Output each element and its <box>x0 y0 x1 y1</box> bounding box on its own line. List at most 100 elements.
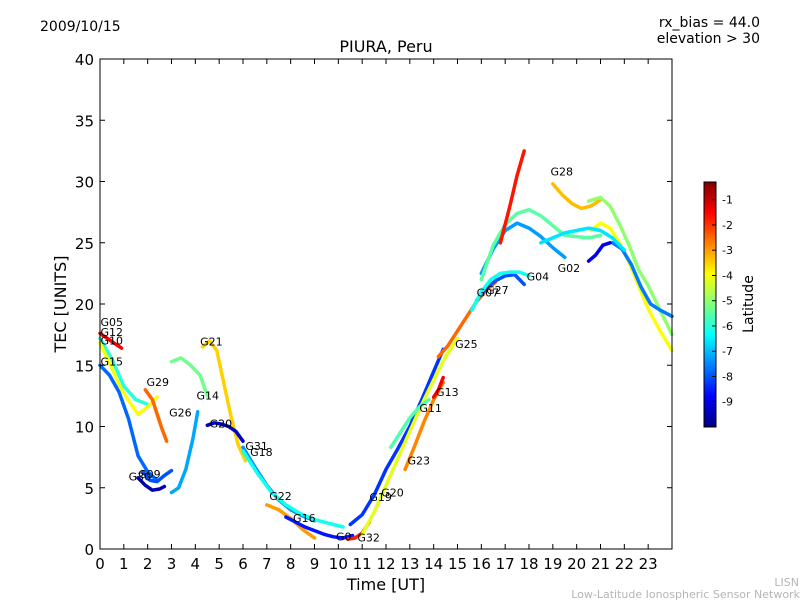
series-trace <box>169 356 210 398</box>
series-g18 <box>241 449 345 529</box>
series-label: G31 <box>245 440 268 453</box>
x-tick-label: 7 <box>262 555 272 573</box>
elevation-label: elevation > 30 <box>657 31 760 47</box>
series-trace <box>169 410 200 495</box>
y-tick-label: 40 <box>75 51 94 69</box>
series-g14 <box>169 356 210 398</box>
series-label: G09 <box>138 468 161 481</box>
series-trace <box>348 347 445 527</box>
colorbar-tick-label: -6 <box>722 320 733 333</box>
colorbar-tick-label: -7 <box>722 345 733 358</box>
series-g19 <box>348 347 445 527</box>
series-label: G20 <box>381 486 404 499</box>
x-tick-label: 9 <box>310 555 320 573</box>
series-label: G21 <box>200 336 223 349</box>
series-g24 <box>586 241 612 263</box>
series-trace <box>360 336 460 537</box>
series-label: G04 <box>527 271 550 284</box>
x-tick-label: 14 <box>424 555 443 573</box>
series-label: G19 <box>369 491 392 504</box>
y-tick-label: 20 <box>75 296 94 314</box>
series-g09 <box>141 468 174 484</box>
series-g17 <box>610 241 674 319</box>
series-label: G30 <box>129 470 152 483</box>
x-tick-label: 13 <box>400 555 419 573</box>
series-g10 <box>98 331 124 350</box>
x-tick-label: 10 <box>329 555 348 573</box>
x-tick-label: 6 <box>238 555 248 573</box>
series-g21 <box>200 339 248 463</box>
x-tick-label: 0 <box>95 555 105 573</box>
x-tick-label: 16 <box>472 555 491 573</box>
x-tick-label: 17 <box>496 555 515 573</box>
series-g16 <box>284 515 355 540</box>
series-label: G32 <box>357 532 380 545</box>
x-tick-label: 12 <box>376 555 395 573</box>
colorbar-label: Latitude <box>741 275 757 333</box>
plot-frame <box>99 58 673 550</box>
series-g12 <box>98 341 159 417</box>
axis-layer: 0 1 2 3 4 5 6 7 8 9 10 11 12 13 14 15 16 17 18 19 20 21 22 2305… <box>75 51 672 573</box>
colorbar-tick-label: -8 <box>722 370 733 383</box>
y-tick-label: 5 <box>84 480 94 498</box>
series-trace <box>200 339 248 463</box>
x-tick-label: 21 <box>591 555 610 573</box>
series-label: G25 <box>455 338 478 351</box>
colorbar <box>703 181 717 428</box>
series-trace <box>98 331 124 350</box>
x-tick-label: 19 <box>543 555 562 573</box>
colorbar-tick-label: -3 <box>722 244 733 257</box>
x-tick-label: 22 <box>615 555 634 573</box>
x-tick-label: 1 <box>119 555 129 573</box>
series-trace <box>586 241 612 263</box>
series-label: G02 <box>558 262 581 275</box>
x-tick-label: 2 <box>143 555 153 573</box>
series-trace <box>98 336 150 407</box>
y-tick-label: 35 <box>75 112 94 130</box>
x-tick-label: 23 <box>639 555 658 573</box>
series-label: G18 <box>250 446 273 459</box>
series-g30 <box>136 476 167 492</box>
series-g26 <box>169 410 200 495</box>
series-label: G22 <box>269 490 292 503</box>
series-trace <box>136 476 167 492</box>
series-label: G12 <box>100 326 123 339</box>
colorbar-tick-label: -4 <box>722 269 733 282</box>
series-trace <box>589 221 674 353</box>
footer-lisn: LISN <box>774 576 799 589</box>
series-label: G05 <box>100 316 123 329</box>
series-label: G23 <box>407 454 430 467</box>
series-g13 <box>431 375 445 399</box>
colorbar-ticks: -1 -2 -3 -4 -5 -6 -7 -8 -9 <box>712 194 733 409</box>
series-trace <box>479 207 603 282</box>
x-tick-label: 5 <box>214 555 224 573</box>
series-g28 <box>498 149 526 245</box>
series-g11 <box>389 397 431 450</box>
series-g27 <box>470 270 531 312</box>
series-label: G13 <box>436 386 459 399</box>
series-trace <box>431 375 445 399</box>
series-label: G11 <box>419 402 442 415</box>
series-g08 <box>589 221 674 353</box>
y-tick-label: 0 <box>84 541 94 559</box>
series-g20 <box>205 421 245 443</box>
x-tick-label: 3 <box>167 555 177 573</box>
series-label: G0 <box>336 530 352 543</box>
series-trace <box>586 195 674 337</box>
data-layer <box>98 149 674 541</box>
series-label: G07 <box>477 287 500 300</box>
series-trace <box>610 241 674 319</box>
colorbar-tick-label: -1 <box>722 194 733 207</box>
series-label: G20 <box>210 418 233 431</box>
footer-network: Low-Latitude Ionospheric Sensor Network <box>571 588 800 600</box>
series-g05 <box>98 336 150 407</box>
series-trace <box>498 149 526 245</box>
colorbar-tick-label: -5 <box>722 295 733 308</box>
series-g06 <box>539 226 627 252</box>
colorbar-tick-label: -9 <box>722 396 733 409</box>
series-trace <box>205 421 245 443</box>
series-g04 <box>479 221 567 276</box>
series-g20b <box>360 336 460 537</box>
